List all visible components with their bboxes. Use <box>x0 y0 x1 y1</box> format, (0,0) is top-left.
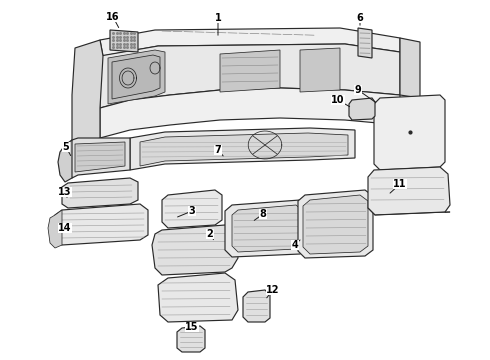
Polygon shape <box>152 225 238 275</box>
Text: 16: 16 <box>106 12 120 22</box>
Polygon shape <box>300 48 340 92</box>
Text: 3: 3 <box>189 206 196 216</box>
Polygon shape <box>72 40 103 148</box>
Text: 9: 9 <box>355 85 362 95</box>
Text: 6: 6 <box>357 13 364 23</box>
Polygon shape <box>158 273 238 322</box>
Polygon shape <box>110 30 138 52</box>
Polygon shape <box>65 138 130 178</box>
Text: 2: 2 <box>207 229 213 239</box>
Polygon shape <box>177 326 205 352</box>
Polygon shape <box>162 190 222 228</box>
Text: 10: 10 <box>331 95 345 105</box>
Text: 13: 13 <box>58 187 72 197</box>
Polygon shape <box>55 204 148 245</box>
Polygon shape <box>62 178 138 208</box>
Polygon shape <box>374 95 445 170</box>
Polygon shape <box>58 140 72 182</box>
Polygon shape <box>225 200 308 257</box>
Polygon shape <box>303 195 368 254</box>
Polygon shape <box>349 98 375 120</box>
Text: 4: 4 <box>292 240 298 250</box>
Polygon shape <box>220 50 280 92</box>
Text: 14: 14 <box>58 223 72 233</box>
Polygon shape <box>368 167 450 215</box>
Text: 15: 15 <box>185 322 199 332</box>
Polygon shape <box>100 88 400 138</box>
Polygon shape <box>108 50 165 104</box>
Polygon shape <box>112 55 160 99</box>
Polygon shape <box>48 210 62 248</box>
Polygon shape <box>100 44 400 108</box>
Polygon shape <box>400 38 420 98</box>
Polygon shape <box>130 128 355 170</box>
Polygon shape <box>243 290 270 322</box>
Polygon shape <box>298 190 373 258</box>
Polygon shape <box>232 205 302 252</box>
Text: 11: 11 <box>393 179 407 189</box>
Text: 1: 1 <box>215 13 221 23</box>
Text: 7: 7 <box>215 145 221 155</box>
Polygon shape <box>100 28 400 56</box>
Text: 12: 12 <box>266 285 280 295</box>
Polygon shape <box>75 142 125 172</box>
Text: 8: 8 <box>260 209 267 219</box>
Polygon shape <box>140 133 348 166</box>
Polygon shape <box>358 28 372 58</box>
Text: 5: 5 <box>63 142 70 152</box>
